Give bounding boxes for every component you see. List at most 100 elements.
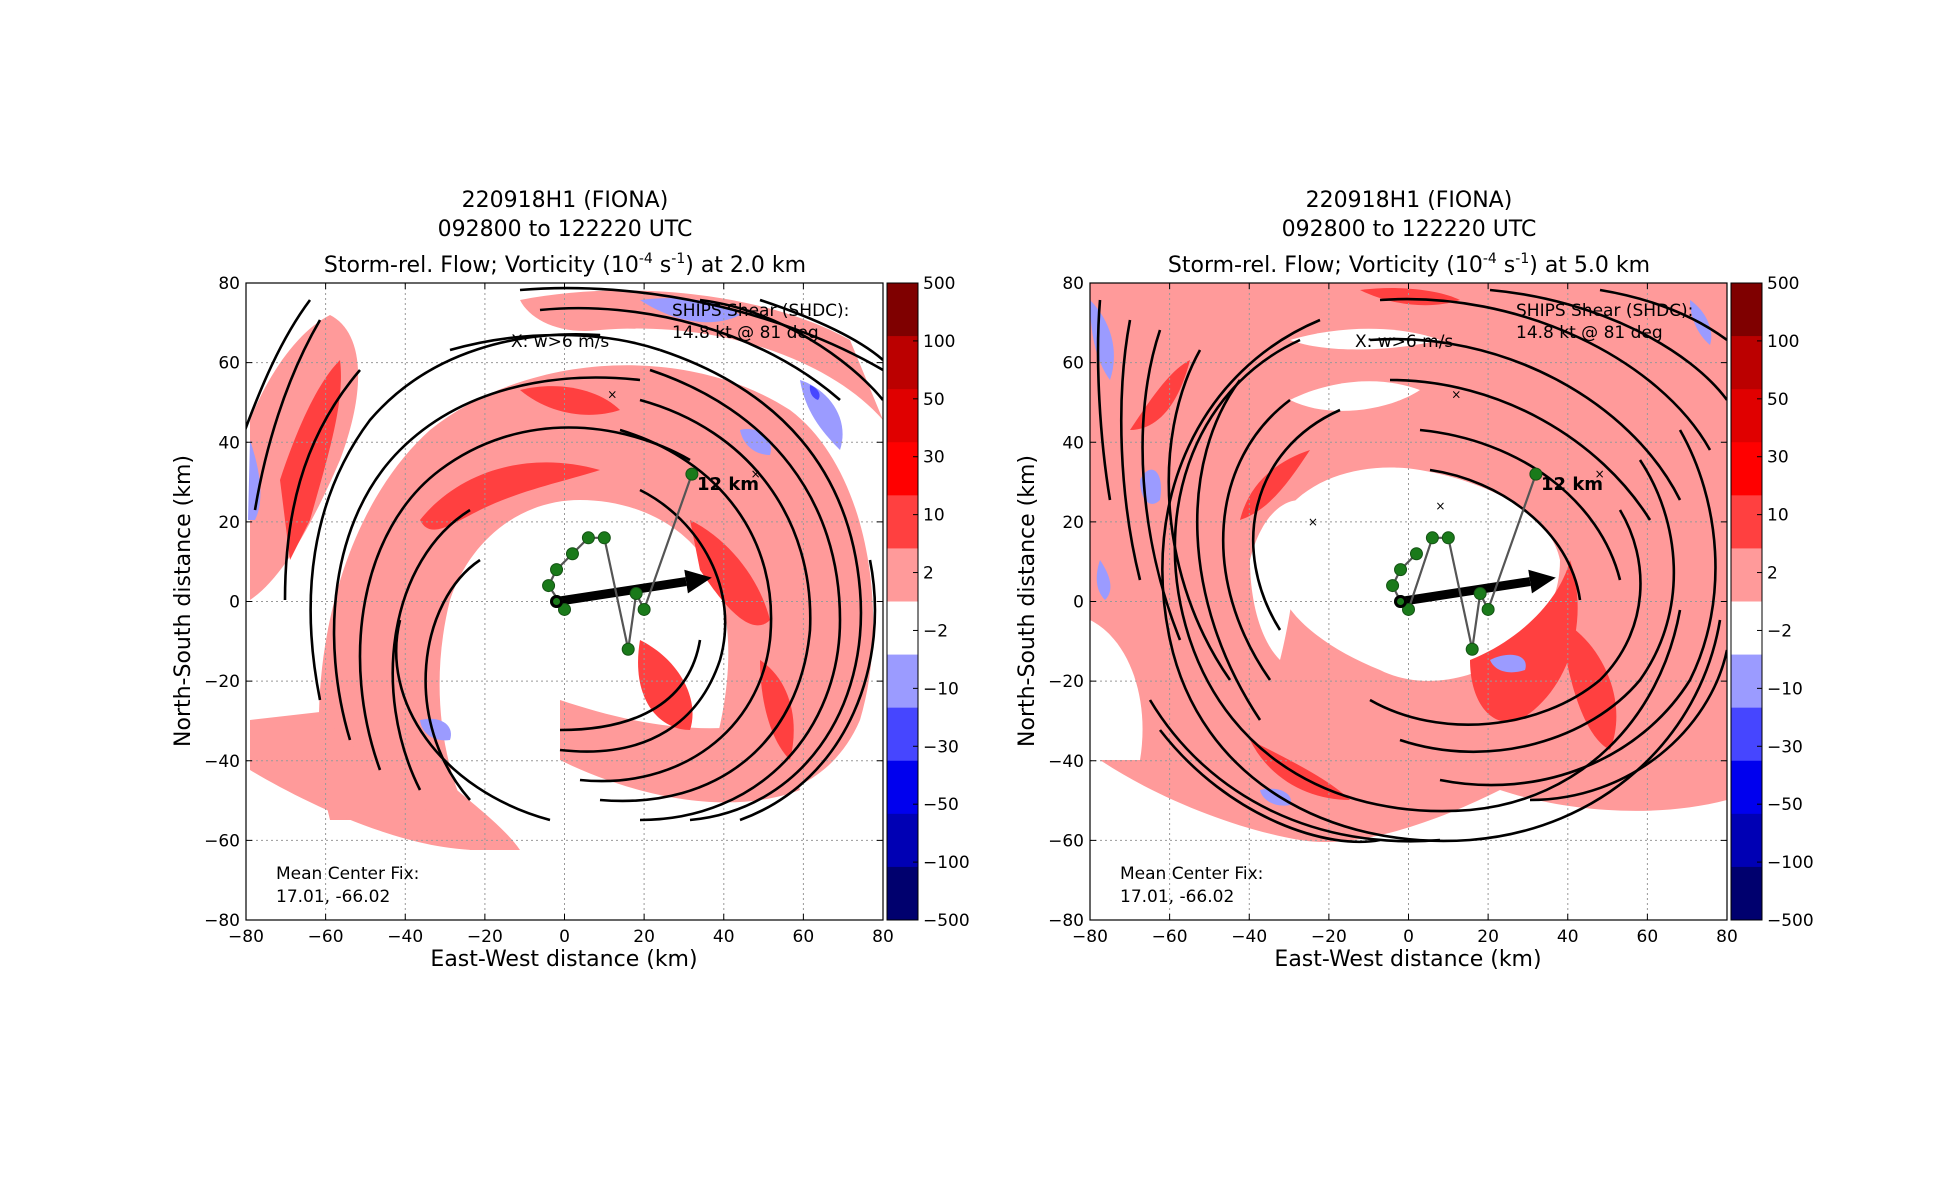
y-axis-label: North-South distance (km) [171, 455, 196, 747]
center-marker [550, 595, 564, 608]
x-ticks: −80 −60 −40 −20 0 20 40 60 80 [1072, 283, 1738, 947]
colorbar-segment [887, 442, 918, 496]
streamline [1379, 297, 1712, 451]
streamline [1369, 509, 1642, 726]
tilt-track [542, 467, 699, 656]
vorticity-white-ne [1290, 381, 1420, 411]
streamline [599, 398, 812, 803]
tilt-point [1529, 467, 1543, 481]
colorbar-segment [1731, 866, 1762, 921]
streamline [1529, 649, 1727, 802]
colorbar-label: −50 [923, 795, 959, 815]
streamline [1148, 699, 1441, 843]
vorticity-blue-3 [1096, 560, 1111, 600]
colorbar-segment [887, 654, 918, 709]
tilt-point [685, 467, 699, 481]
x-tick-label: 0 [559, 927, 570, 947]
tilt-point [1465, 642, 1479, 656]
x-tick-label: 40 [713, 927, 735, 947]
x-axis: −80 −60 −40 −20 0 20 40 60 80 East-West distance… [228, 283, 894, 972]
vorticity-blue-5 [1260, 788, 1291, 806]
y-tick-label: −80 [204, 911, 240, 931]
vorticity-pink-outer [520, 290, 883, 420]
streamline [1119, 319, 1142, 581]
colorbar-label: 10 [923, 506, 945, 526]
colorbar-label: 50 [923, 390, 945, 410]
streamline [1389, 378, 1652, 521]
tilt-point [542, 579, 556, 593]
colorbar-segment [887, 707, 918, 762]
x-tick-label: −40 [387, 927, 423, 947]
y-tick-label: 20 [218, 513, 240, 533]
colorbar-label: 500 [923, 274, 955, 294]
vorticity-blue-2 [1090, 300, 1114, 380]
updraft-x-marker: × [1308, 515, 1318, 529]
colorbar-segment [1731, 654, 1762, 709]
y-tick-label: 80 [1062, 274, 1084, 294]
colorbar-label: 30 [1767, 448, 1789, 468]
colorbar-label: 100 [1767, 332, 1799, 352]
streamline [1419, 428, 1622, 581]
streamline [519, 286, 883, 372]
colorbar-label: 2 [1767, 564, 1778, 584]
colorbar-segment [1731, 336, 1762, 390]
tilt-point [1402, 602, 1415, 616]
streamline [1429, 468, 1582, 601]
colorbar-label: −100 [1767, 853, 1814, 873]
x-tick-label: 0 [1403, 927, 1414, 947]
streamline [1222, 398, 1291, 681]
grid [246, 283, 883, 920]
streamline [1167, 349, 1232, 681]
tilt-point [1473, 587, 1487, 601]
colorbar-label: −30 [923, 737, 959, 757]
title-line-1: 220918H1 (FIONA) [462, 188, 669, 213]
x-tick-label: 80 [872, 927, 894, 947]
tilt-point [1441, 531, 1455, 545]
y-axis: 80 60 40 20 0 −20 −40 −60 −80 North-South distan… [1015, 274, 1727, 931]
vorticity-pink-south [250, 712, 480, 850]
streamline [283, 369, 361, 601]
streamline [1252, 408, 1341, 631]
x-tick-label: 20 [633, 927, 655, 947]
shear-vector [1399, 569, 1556, 606]
colorbar-label: 2 [923, 564, 934, 584]
colorbar-segment [887, 389, 918, 443]
colorbar: 500 100 50 30 10 2 −2 −10 −30 −50 −100 −500 [1730, 274, 1814, 931]
vorticity-pink-tail [400, 740, 520, 850]
colorbar-label: 50 [1767, 390, 1789, 410]
streamline [759, 298, 883, 361]
vorticity-white-core [1270, 467, 1560, 681]
tilt-point [550, 563, 564, 577]
updraft-note: X: w>6 m/s [511, 332, 609, 352]
title-line-1: 220918H1 (FIONA) [1306, 188, 1513, 213]
x-ticks: −80 −60 −40 −20 0 20 40 60 80 [228, 283, 894, 947]
vorticity-blue-5 [809, 385, 820, 400]
streamline [1369, 337, 1682, 501]
colorbar-label: 500 [1767, 274, 1799, 294]
title-line-3: Storm-rel. Flow; Vorticity (10-4 s-1) at… [324, 251, 806, 278]
streamline [559, 488, 727, 753]
x-tick-label: 20 [1477, 927, 1499, 947]
colorbar-label: −500 [1767, 911, 1814, 931]
colorbar-label: −100 [923, 853, 970, 873]
tilt-point [1425, 531, 1439, 545]
streamline [1399, 459, 1676, 753]
updraft-markers: ×× [607, 387, 760, 481]
x-tick-label: −60 [308, 927, 344, 947]
streamline [739, 559, 877, 822]
updraft-x-marker: × [1595, 467, 1605, 481]
vorticity-red-2 [690, 520, 770, 626]
streamline [659, 348, 863, 822]
streamline [1599, 288, 1727, 342]
colorbar-label: −500 [923, 911, 970, 931]
y-tick-label: −80 [1048, 911, 1084, 931]
x-tick-label: −20 [467, 927, 503, 947]
vorticity-pink-main [318, 365, 874, 820]
colorbar-label: −2 [1767, 621, 1792, 641]
shear-arrow-shaft [555, 577, 687, 606]
colorbar-segment [1731, 601, 1762, 656]
colorbar-segment [1731, 707, 1762, 762]
colorbar-label: −50 [1767, 795, 1803, 815]
colorbar-segment [887, 548, 918, 602]
y-tick-label: −20 [204, 672, 240, 692]
